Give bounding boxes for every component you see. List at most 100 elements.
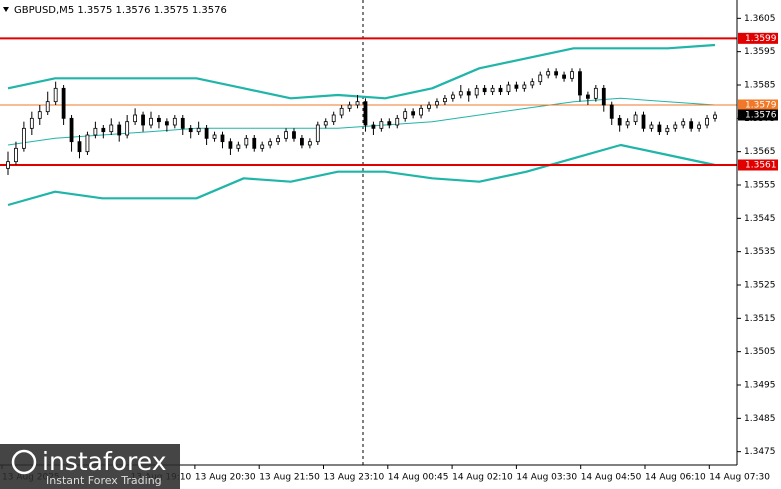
candle-body bbox=[498, 87, 503, 93]
chart-title: GBPUSD,M5 1.3575 1.3576 1.3575 1.3576 bbox=[14, 5, 227, 16]
candle-body bbox=[172, 117, 177, 126]
candle-body bbox=[355, 101, 360, 106]
level-label: 1.3579 bbox=[745, 101, 777, 111]
candle-body bbox=[387, 121, 392, 126]
candle-body bbox=[450, 94, 455, 99]
x-tick-label: 13 Aug 20:30 bbox=[195, 473, 256, 483]
candle-body bbox=[570, 71, 574, 79]
candle-body bbox=[578, 71, 582, 96]
level-tag bbox=[738, 109, 778, 121]
candle-body bbox=[21, 127, 26, 149]
candle-body bbox=[649, 124, 654, 129]
candle-body bbox=[157, 117, 161, 123]
candle-body bbox=[77, 141, 82, 153]
candle-body bbox=[466, 91, 471, 96]
candle-body bbox=[705, 117, 709, 126]
candle-body bbox=[14, 147, 18, 163]
candle-body bbox=[212, 134, 217, 139]
candle-body bbox=[641, 114, 646, 129]
x-tick-label: 14 Aug 04:50 bbox=[581, 473, 642, 483]
candle-body bbox=[125, 121, 130, 136]
candle-body bbox=[252, 137, 257, 149]
level-label: 1.3561 bbox=[745, 161, 777, 171]
y-tick-label: 1.3555 bbox=[744, 181, 776, 191]
candle-body bbox=[6, 161, 10, 169]
x-tick-label: 14 Aug 03:30 bbox=[516, 473, 577, 483]
candle-body bbox=[490, 87, 495, 93]
candle-body bbox=[260, 144, 265, 149]
y-tick-label: 1.3505 bbox=[744, 347, 776, 357]
candle-body bbox=[284, 131, 288, 139]
candle-body bbox=[315, 124, 320, 143]
candle-body bbox=[538, 74, 543, 83]
candle-body bbox=[673, 124, 678, 129]
candle-body bbox=[395, 117, 400, 126]
candle-body bbox=[482, 87, 487, 93]
candle-body bbox=[85, 134, 90, 153]
candle-body bbox=[546, 71, 551, 76]
x-tick-label: 13 Aug 21:50 bbox=[259, 473, 320, 483]
candle-body bbox=[363, 101, 368, 126]
y-tick-label: 1.3535 bbox=[744, 247, 776, 257]
candle-body bbox=[220, 134, 225, 143]
x-tick-label: 13 Aug 23:10 bbox=[324, 473, 385, 483]
level-tag bbox=[738, 159, 778, 171]
x-tick-label: 14 Aug 00:45 bbox=[388, 473, 449, 483]
candle-body bbox=[117, 124, 122, 136]
candle-body bbox=[689, 121, 694, 129]
y-tick-label: 1.3525 bbox=[744, 281, 776, 291]
candle-body bbox=[236, 144, 241, 149]
candle-body bbox=[323, 121, 328, 126]
candle-body bbox=[506, 84, 511, 93]
candle-body bbox=[268, 141, 273, 146]
candle-body bbox=[69, 117, 74, 143]
x-tick-label: 14 Aug 07:30 bbox=[709, 473, 770, 483]
candle-body bbox=[101, 127, 106, 133]
candle-body bbox=[585, 94, 590, 99]
y-tick-label: 1.3565 bbox=[744, 147, 776, 157]
candle-body bbox=[681, 121, 686, 126]
level-tag bbox=[738, 99, 778, 111]
candle-body bbox=[419, 107, 423, 116]
candle-body bbox=[379, 121, 384, 129]
y-tick-label: 1.3605 bbox=[744, 14, 776, 24]
candle-body bbox=[149, 117, 153, 126]
band-line bbox=[7, 143, 716, 207]
candle-body bbox=[697, 124, 702, 129]
candle-body bbox=[133, 114, 138, 123]
candle-body bbox=[593, 87, 598, 99]
candle-body bbox=[331, 114, 336, 123]
candle-body bbox=[276, 137, 280, 143]
candle-body bbox=[371, 124, 376, 129]
candle-body bbox=[347, 104, 352, 109]
candle-body bbox=[307, 141, 312, 146]
candle-body bbox=[29, 117, 34, 129]
candle-body bbox=[411, 111, 416, 116]
candle-body bbox=[164, 121, 169, 126]
candle-body bbox=[435, 101, 439, 106]
candle-body bbox=[530, 81, 535, 86]
candle-body bbox=[292, 131, 296, 139]
candle-body bbox=[244, 137, 249, 146]
candle-body bbox=[522, 84, 527, 89]
candle-body bbox=[93, 127, 98, 136]
level-tag bbox=[738, 32, 778, 44]
candle-body bbox=[61, 87, 66, 119]
y-tick-label: 1.3485 bbox=[744, 414, 776, 424]
candle-body bbox=[625, 121, 630, 126]
candle-body bbox=[609, 104, 614, 119]
watermark-logo bbox=[11, 449, 37, 475]
candle-body bbox=[514, 84, 519, 89]
candle-body bbox=[474, 87, 479, 96]
candle-body bbox=[37, 111, 42, 119]
y-tick-label: 1.3495 bbox=[744, 381, 776, 391]
candle-body bbox=[617, 117, 622, 126]
candle-body bbox=[45, 101, 50, 113]
candle-body bbox=[188, 127, 193, 133]
candle-body bbox=[339, 107, 344, 116]
candle-body bbox=[53, 87, 58, 103]
watermark-brand: instaforex bbox=[42, 447, 167, 476]
candle-body bbox=[228, 141, 233, 149]
